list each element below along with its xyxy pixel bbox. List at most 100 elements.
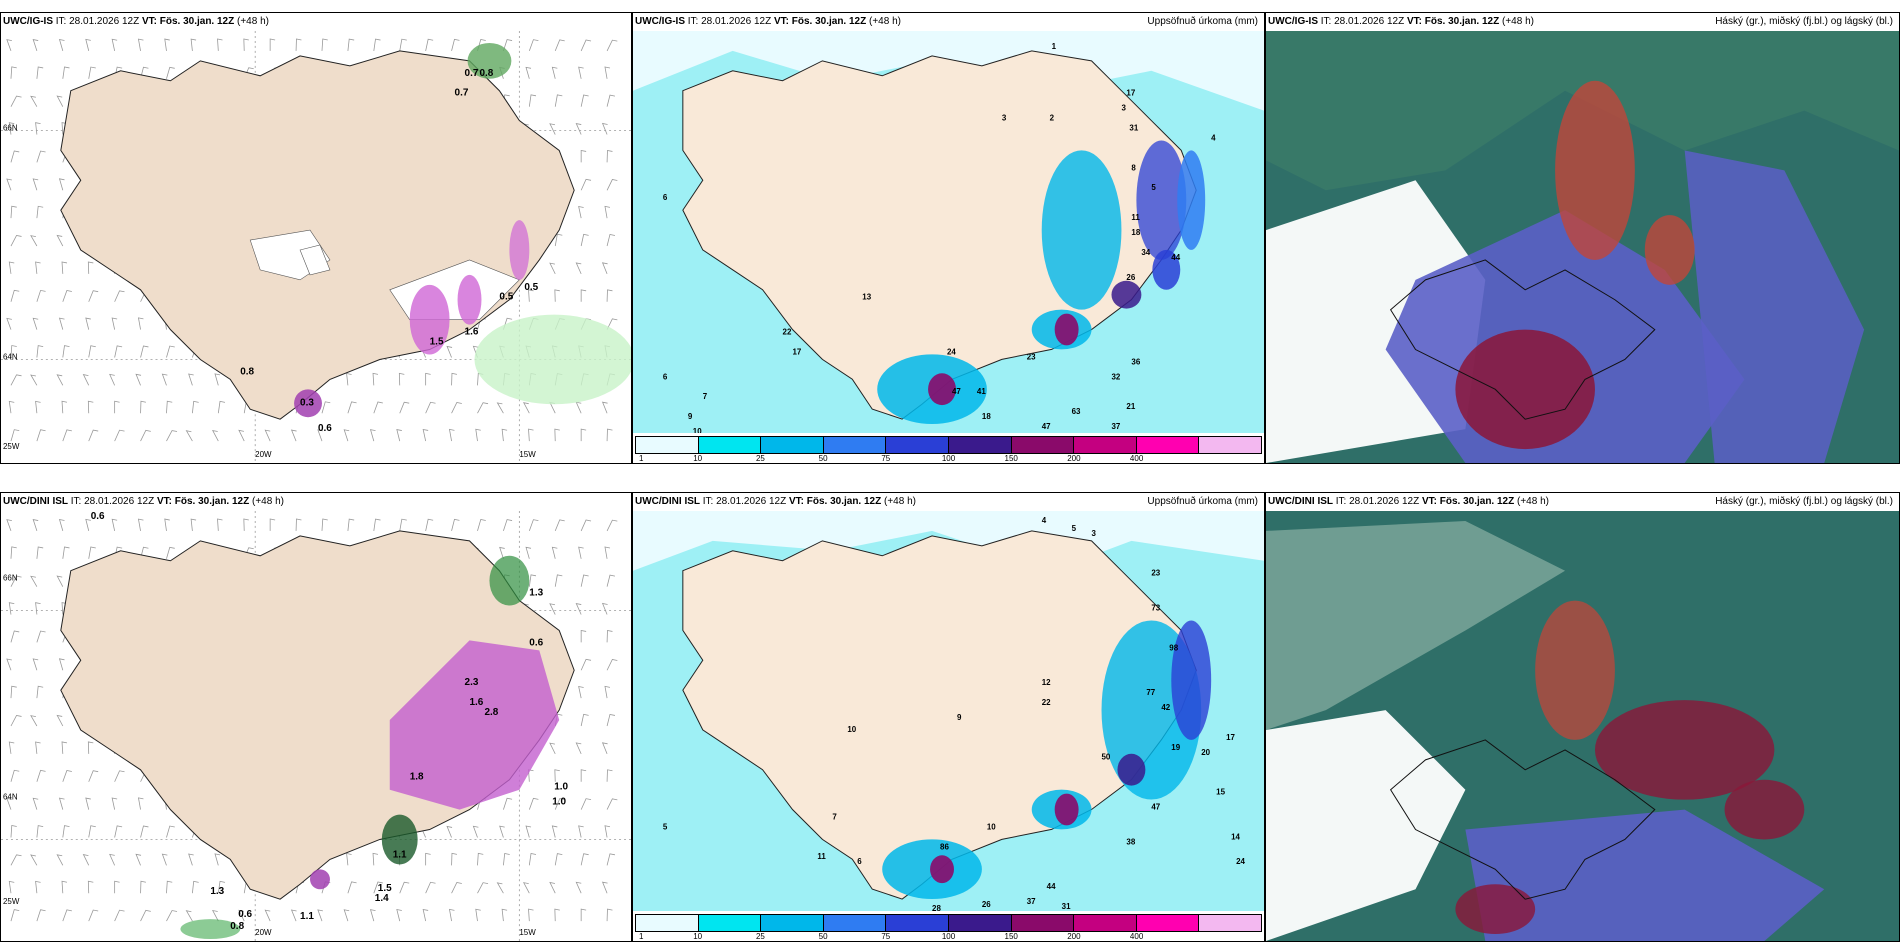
wind-barb [578, 825, 584, 838]
svg-text:1.6: 1.6 [470, 697, 484, 708]
svg-text:22: 22 [783, 327, 792, 336]
wind-barb [87, 261, 94, 274]
wind-barb [346, 853, 352, 866]
wind-barb [56, 575, 64, 587]
colorbar-label: 400 [1129, 454, 1144, 463]
wind-barb [217, 518, 223, 531]
wind-barb [503, 797, 513, 810]
svg-text:0.6: 0.6 [318, 423, 332, 434]
wind-barb [32, 178, 39, 191]
svg-text:10: 10 [693, 427, 702, 433]
colorbar-label: 150 [1004, 932, 1018, 941]
wind-barb [62, 909, 72, 922]
colorbar-label: 25 [755, 932, 765, 941]
svg-text:20W: 20W [255, 928, 272, 937]
colorbar-swatch [1199, 437, 1261, 453]
precip-top-labels: 1 3 2 17 6 31 4 5 3 8 11 18 34 26 44 63 … [663, 42, 1216, 433]
wind-barb [10, 769, 20, 782]
wind-barb [606, 769, 613, 782]
wind-barb [6, 317, 12, 330]
wind-barb [580, 39, 592, 52]
wind-barb [578, 66, 584, 79]
panel-wind-snow-dini: UWC/DINI ISL IT: 28.01.2026 12Z VT: Fös.… [0, 492, 632, 942]
wind-barb [10, 546, 17, 559]
svg-text:5: 5 [663, 822, 668, 831]
colorbar-label: 10 [693, 932, 703, 941]
colorbar-swatch [886, 915, 949, 931]
svg-text:20W: 20W [255, 450, 272, 459]
wind-barb [36, 769, 46, 782]
wind-barb [580, 519, 592, 532]
snow-patches [294, 42, 631, 418]
wind-barb [135, 853, 142, 866]
svg-text:1.3: 1.3 [210, 886, 224, 897]
wind-barb [166, 345, 175, 358]
wind-barb [606, 519, 618, 532]
wind-barb [554, 428, 560, 442]
wind-barb [290, 909, 297, 922]
svg-text:47: 47 [1151, 803, 1160, 812]
wind-barb [30, 374, 38, 386]
wind-barb [62, 290, 72, 302]
wind-barb [238, 429, 245, 442]
wind-barb [85, 797, 91, 810]
svg-text:18: 18 [1131, 228, 1140, 237]
wind-barb [346, 373, 352, 386]
colorbar-swatch [1011, 437, 1075, 453]
svg-text:0.8: 0.8 [240, 366, 254, 377]
wind-barb [578, 546, 584, 559]
svg-text:47: 47 [952, 387, 961, 396]
svg-text:0.5: 0.5 [524, 282, 538, 293]
svg-text:50: 50 [1102, 753, 1111, 762]
wind-barb [446, 345, 453, 358]
wind-barb [448, 908, 455, 922]
wind-barb [606, 853, 616, 866]
wind-barb [6, 39, 12, 52]
wind-barb [114, 429, 125, 442]
wind-barb [575, 262, 582, 275]
svg-text:26: 26 [982, 900, 991, 909]
svg-text:5: 5 [1151, 183, 1156, 192]
wind-barb [137, 797, 144, 810]
wind-barb [321, 518, 328, 531]
panel-cloud-igis: UWC/IG-IS IT: 28.01.2026 12Z VT: Fös. 30… [1265, 12, 1900, 464]
snow-patches [180, 555, 560, 940]
wind-barb [528, 519, 539, 532]
wind-barb [211, 909, 219, 922]
svg-text:0.6: 0.6 [529, 637, 543, 648]
wind-barb [10, 909, 20, 922]
wind-barb [10, 289, 20, 302]
svg-text:6: 6 [663, 193, 668, 202]
wind-barb [114, 880, 120, 894]
wind-barb [166, 546, 175, 559]
wind-barb [451, 372, 458, 386]
wind-barb [166, 400, 173, 414]
wind-barb [85, 317, 91, 330]
wind-snow-map-svg: 0.6 1.3 0.6 2.3 1.6 2.8 1.8 1.0 1.5 1.1 … [1, 511, 631, 941]
wind-barb [10, 685, 17, 699]
wind-barb [58, 518, 65, 532]
svg-text:9: 9 [957, 713, 962, 722]
wind-barb [554, 574, 563, 587]
cloud-map [1266, 31, 1899, 463]
wind-barb [396, 429, 402, 442]
wind-barb [580, 853, 589, 866]
svg-text:31: 31 [1062, 902, 1071, 911]
colorbar-label: 200 [1067, 932, 1081, 941]
wind-barb [62, 429, 72, 442]
svg-text:15W: 15W [519, 928, 536, 937]
cloud-title: Háský (gr.), miðský (fj.bl.) og lágský (… [1715, 16, 1893, 27]
wind-barb [554, 289, 560, 302]
svg-text:3: 3 [1002, 114, 1007, 123]
wind-barb [135, 373, 142, 386]
wind-barb [451, 38, 460, 52]
wind-barb [166, 880, 173, 894]
wind-barb [88, 770, 99, 782]
svg-text:31: 31 [1129, 124, 1138, 133]
wind-barb [525, 66, 532, 79]
svg-text:15W: 15W [519, 450, 536, 459]
wind-barb [606, 149, 613, 163]
colorbar-swatch [886, 437, 949, 453]
wind-barb [575, 881, 582, 894]
svg-text:0.5: 0.5 [499, 292, 513, 303]
